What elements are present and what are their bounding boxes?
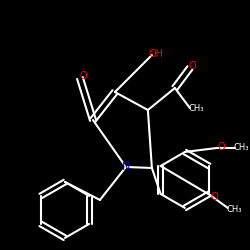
Text: N: N bbox=[122, 162, 130, 172]
Text: O: O bbox=[217, 142, 225, 152]
Text: O: O bbox=[210, 192, 218, 202]
Text: O: O bbox=[79, 71, 87, 81]
Text: CH₃: CH₃ bbox=[226, 206, 242, 214]
Text: CH₃: CH₃ bbox=[188, 104, 204, 112]
Text: OH: OH bbox=[148, 49, 164, 59]
Text: CH₃: CH₃ bbox=[233, 144, 248, 152]
Text: O: O bbox=[188, 61, 196, 71]
